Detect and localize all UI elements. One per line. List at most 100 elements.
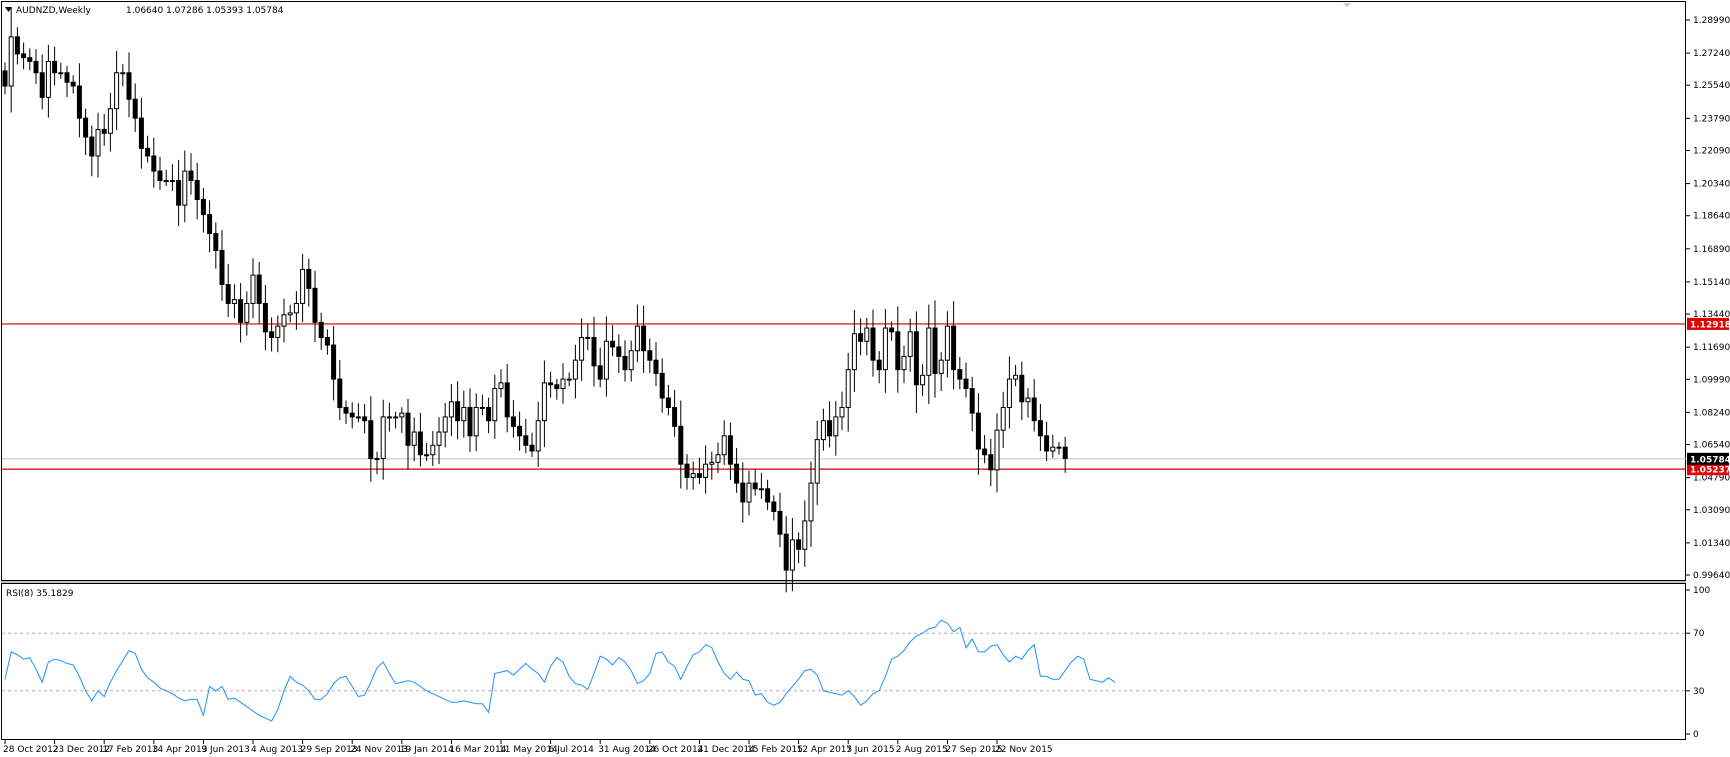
candle	[126, 52, 132, 118]
candle-body-bullish	[864, 327, 870, 342]
price-tick-label: 0.99640	[1693, 571, 1730, 581]
candle-body-bearish	[76, 85, 82, 119]
candle-body-bearish	[312, 287, 318, 323]
candle	[219, 229, 225, 301]
candle-body-bullish	[163, 180, 169, 183]
time-tick-label: 28 Oct 2012	[3, 745, 59, 755]
candle	[740, 462, 746, 523]
candle	[337, 360, 343, 421]
candle	[430, 431, 436, 466]
candle	[591, 316, 597, 387]
candle-body-bullish	[1025, 397, 1031, 403]
candle-body-bullish	[690, 473, 696, 478]
candle-body-bearish	[337, 378, 343, 408]
candle-body-bullish	[907, 331, 913, 357]
candle	[597, 347, 603, 388]
candle-body-bearish	[591, 336, 597, 367]
candle-body-bullish	[938, 359, 944, 374]
candle	[957, 357, 963, 390]
candle	[758, 472, 764, 499]
candle-body-bearish	[827, 420, 833, 437]
candle-body-bearish	[1062, 446, 1068, 460]
candle-body-bearish	[368, 420, 374, 460]
candle	[920, 364, 926, 397]
candle-body-bearish	[52, 60, 58, 74]
rsi-series	[4, 619, 1116, 722]
candle	[374, 451, 380, 475]
candle-body-bearish	[963, 378, 969, 390]
candle-body-bullish	[498, 382, 504, 390]
candle	[393, 411, 399, 429]
time-tick-label: 31 Aug 2014	[598, 745, 656, 755]
candle-body-bullish	[709, 461, 715, 465]
candle	[715, 442, 721, 474]
candle-body-bullish	[851, 333, 857, 371]
candle-body-bearish	[89, 136, 95, 157]
triangle-down-icon[interactable]	[5, 7, 12, 12]
candle	[83, 108, 89, 155]
candle	[734, 447, 740, 493]
candle	[120, 64, 126, 87]
candle-body-bullish	[424, 454, 430, 457]
candle-body-bearish	[951, 325, 957, 371]
candle	[672, 389, 678, 437]
level-price-tag	[1687, 317, 1729, 330]
candle	[554, 379, 560, 400]
candle	[324, 329, 330, 355]
candle	[932, 300, 938, 398]
time-tick-label: 21 Dec 2014	[697, 745, 755, 755]
candle-body-bearish	[777, 510, 783, 535]
candle-body-bearish	[684, 463, 690, 478]
candle-body-bearish	[1044, 435, 1050, 452]
candle	[399, 407, 405, 433]
candle	[250, 258, 256, 319]
candle	[696, 457, 702, 485]
candle	[312, 270, 318, 343]
candle	[703, 445, 709, 494]
candle-body-bullish	[169, 180, 175, 183]
time-tick-label: 23 Dec 2012	[53, 745, 111, 755]
candle	[752, 468, 758, 496]
candle	[138, 97, 144, 169]
candle	[107, 92, 113, 152]
price-tick-label: 1.20340	[1693, 180, 1730, 190]
price-panel-frame	[1, 1, 1686, 581]
candle	[1006, 356, 1012, 429]
candle	[89, 125, 95, 177]
chart-symbol-label: AUDNZD,Weekly	[16, 6, 92, 16]
candle	[14, 27, 20, 65]
level-price-tag-label: 1.05237	[1690, 466, 1730, 476]
candle	[523, 418, 529, 454]
candle-body-bearish	[597, 365, 603, 380]
candle-body-bearish	[157, 170, 163, 182]
candle-body-bullish	[107, 108, 113, 134]
candle-body-bearish	[207, 214, 213, 234]
candle	[58, 62, 64, 79]
candle	[1031, 379, 1037, 432]
candle-body-bearish	[467, 406, 473, 437]
candle-body-bearish	[238, 299, 244, 323]
candle-body-bearish	[523, 435, 529, 446]
candle-body-bullish	[820, 420, 826, 441]
candle	[628, 340, 634, 382]
candle	[913, 311, 919, 414]
candle	[256, 262, 262, 324]
price-tick-label: 1.18640	[1693, 212, 1730, 222]
candle-body-bearish	[331, 344, 337, 380]
candle-body-bullish	[58, 72, 64, 75]
candle-body-bullish	[579, 336, 585, 361]
candle	[944, 311, 950, 378]
price-tick-label: 1.16890	[1693, 245, 1730, 255]
candle-body-bearish	[895, 331, 901, 371]
candle	[442, 403, 448, 448]
candle	[380, 399, 386, 480]
candle-body-bearish	[417, 431, 423, 456]
candle-body-bearish	[219, 250, 225, 286]
scroll-marker-icon[interactable]	[1343, 3, 1351, 7]
candle	[963, 362, 969, 398]
candle-body-bullish	[287, 312, 293, 316]
candle	[281, 298, 287, 343]
candle	[269, 317, 275, 352]
candle-body-bearish	[455, 401, 461, 422]
candle	[665, 384, 671, 416]
